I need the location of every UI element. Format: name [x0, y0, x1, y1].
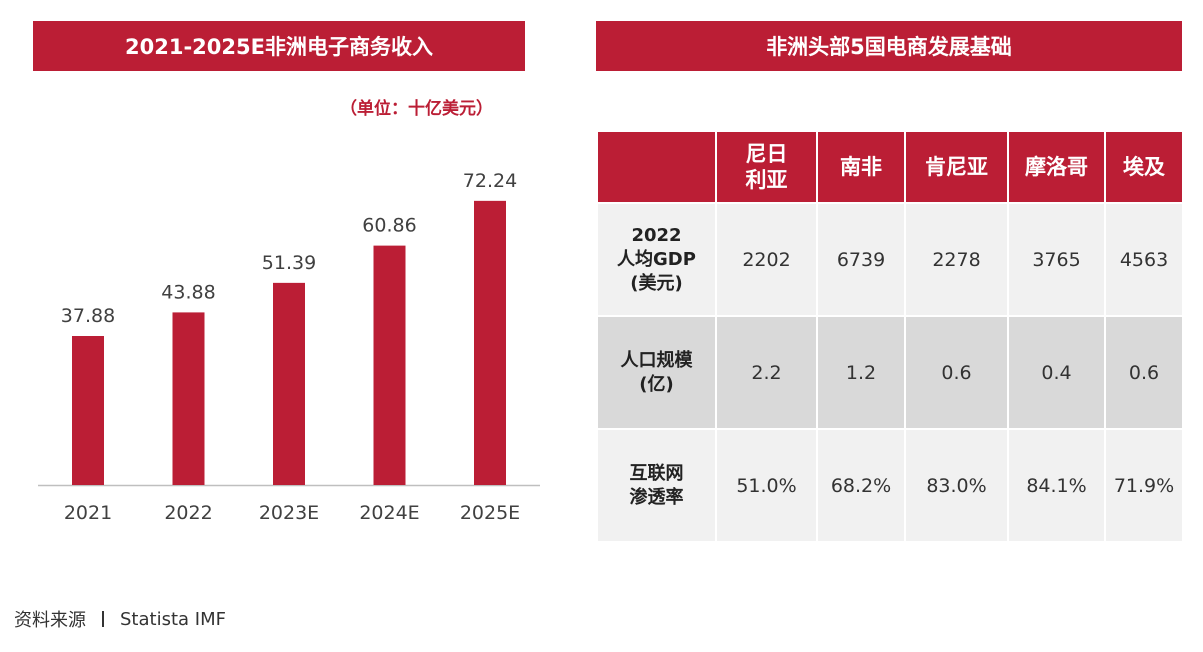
table-cell: 3765 — [1007, 202, 1106, 317]
column-header: 肯尼亚 — [904, 130, 1009, 204]
table-cell: 1.2 — [816, 315, 906, 430]
revenue-bar-chart: 37.88 2021 43.88 2022 51.39 2023E 60.86 2024E 72… — [38, 170, 540, 524]
value-label-2022: 43.88 — [161, 281, 215, 303]
table-cell: 0.4 — [1007, 315, 1106, 430]
chart-title: 2021-2025E非洲电子商务收入 — [33, 21, 525, 71]
source-note: 资料来源 Statista IMF — [14, 606, 226, 632]
value-label-2021: 37.88 — [61, 305, 115, 327]
table-cell: 51.0% — [715, 428, 818, 543]
table-cell: 6739 — [816, 202, 906, 317]
x-tick-label-2022: 2022 — [164, 502, 212, 524]
column-header: 尼日 利亚 — [715, 130, 818, 204]
table-cell: 0.6 — [1104, 315, 1184, 430]
x-tick-label-2024E: 2024E — [359, 502, 419, 524]
column-header: 南非 — [816, 130, 906, 204]
bar-2025E — [474, 200, 506, 485]
table-row: 互联网 渗透率 51.0% 68.2% 83.0% 84.1% 71.9% — [596, 428, 1184, 543]
value-label-2023E: 51.39 — [262, 252, 316, 274]
unit-label: （单位：十亿美元） — [340, 99, 493, 119]
bar-2022 — [172, 312, 205, 485]
value-label-2025E: 72.24 — [463, 170, 517, 192]
row-header: 2022 人均GDP (美元) — [596, 202, 717, 317]
x-tick-label-2025E: 2025E — [460, 502, 520, 524]
source-divider — [102, 611, 104, 627]
table-cell: 4563 — [1104, 202, 1184, 317]
column-header: 埃及 — [1104, 130, 1184, 204]
row-header: 互联网 渗透率 — [596, 428, 717, 543]
source-label: 资料来源 — [14, 610, 86, 631]
table-cell: 2202 — [715, 202, 818, 317]
table-cell: 71.9% — [1104, 428, 1184, 543]
table-cell: 68.2% — [816, 428, 906, 543]
table-row: 人口规模 (亿) 2.2 1.2 0.6 0.4 0.6 — [596, 315, 1184, 430]
table-row: 2022 人均GDP (美元) 2202 6739 2278 3765 4563 — [596, 202, 1184, 317]
x-tick-label-2021: 2021 — [64, 502, 112, 524]
bar-2023E — [273, 282, 305, 485]
table-title: 非洲头部5国电商发展基础 — [596, 21, 1182, 71]
bar-2024E — [373, 245, 406, 485]
table-cell: 2278 — [904, 202, 1009, 317]
table-cell: 83.0% — [904, 428, 1009, 543]
table-header-row: 尼日 利亚 南非 肯尼亚 摩洛哥 埃及 — [596, 130, 1184, 204]
table-cell: 84.1% — [1007, 428, 1106, 543]
x-tick-label-2023E: 2023E — [259, 502, 319, 524]
row-header: 人口规模 (亿) — [596, 315, 717, 430]
table-cell: 2.2 — [715, 315, 818, 430]
value-label-2024E: 60.86 — [362, 215, 416, 237]
column-header: 摩洛哥 — [1007, 130, 1106, 204]
bar-2021 — [72, 336, 104, 485]
table-corner-header — [596, 130, 717, 204]
source-items: Statista IMF — [120, 608, 226, 630]
table-cell: 0.6 — [904, 315, 1009, 430]
country-comparison-table: 尼日 利亚 南非 肯尼亚 摩洛哥 埃及 2022 人均GDP (美元) 2202 6739 2278… — [596, 130, 1184, 543]
